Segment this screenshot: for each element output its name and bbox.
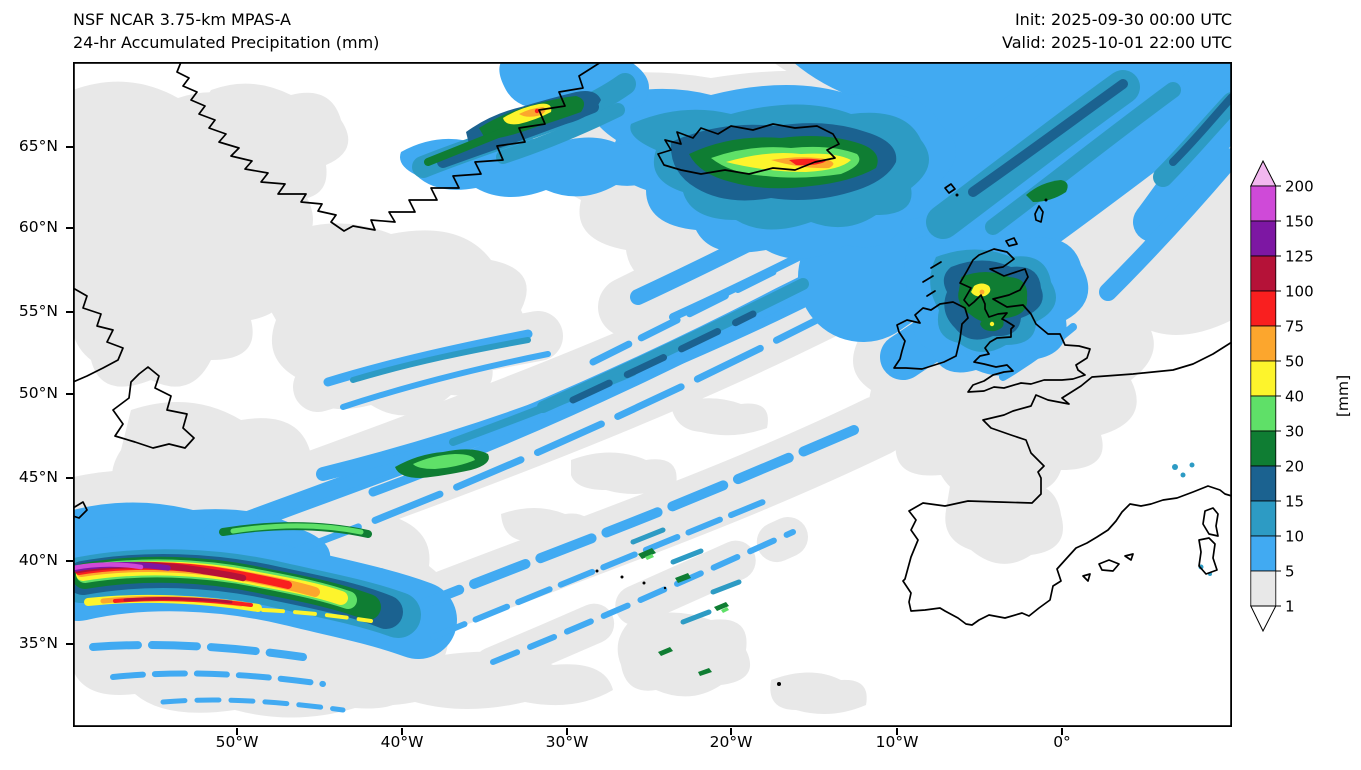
- menorca-coastline: [1124, 553, 1134, 561]
- colorbar-tick-label: 15: [1285, 493, 1304, 511]
- y-axis-label: 55°N: [18, 302, 58, 320]
- colorbar-tick-label: 1: [1285, 598, 1295, 616]
- shetland-islands: [1034, 205, 1044, 223]
- colorbar-ticks: [1275, 185, 1281, 607]
- precip-heavy-field: [73, 103, 995, 623]
- y-axis-label: 60°N: [18, 218, 58, 236]
- cape-breton-coastline: [73, 501, 88, 519]
- colorbar-tick-label: 50: [1285, 353, 1304, 371]
- colorbar-segment: [1250, 500, 1277, 537]
- greenland-coastline: [176, 62, 602, 232]
- colorbar-segment: [1250, 220, 1277, 257]
- y-tick: [66, 311, 73, 313]
- x-axis-label: 30°W: [545, 733, 589, 751]
- y-axis-label: 45°N: [18, 468, 58, 486]
- y-axis-label: 50°N: [18, 384, 58, 402]
- small-islands: [595, 193, 1048, 686]
- figure-title-block: NSF NCAR 3.75-km MPAS-A 24-hr Accumulated…: [73, 8, 379, 54]
- colorbar-segment: [1250, 395, 1277, 432]
- colorbar-over-arrow: [1250, 159, 1277, 187]
- great-britain-coastline: [959, 248, 1091, 393]
- run-time-block: Init: 2025-09-30 00:00 UTC Valid: 2025-10…: [1002, 8, 1232, 54]
- colorbar-unit-label: [mm]: [1333, 374, 1352, 418]
- newfoundland-coastline: [112, 366, 195, 449]
- y-axis-label: 35°N: [18, 634, 58, 652]
- ireland-coastline: [893, 301, 969, 370]
- init-time: Init: 2025-09-30 00:00 UTC: [1014, 10, 1232, 29]
- colorbar-segment: [1250, 255, 1277, 292]
- y-axis-label: 65°N: [18, 137, 58, 155]
- colorbar-tick-label: 20: [1285, 458, 1304, 476]
- sardinia-coastline: [1198, 537, 1218, 575]
- model-title: NSF NCAR 3.75-km MPAS-A: [73, 10, 291, 29]
- x-tick: [896, 728, 898, 735]
- y-tick: [66, 560, 73, 562]
- x-tick: [566, 728, 568, 735]
- x-axis-label: 40°W: [380, 733, 424, 751]
- colorbar-segment: [1250, 535, 1277, 572]
- continental-europe-coastline: [902, 341, 1232, 626]
- y-tick: [66, 393, 73, 395]
- colorbar-tick-label: 100: [1285, 283, 1314, 301]
- x-tick: [1061, 728, 1063, 735]
- colorbar-tick-label: 75: [1285, 318, 1304, 336]
- colorbar-segment: [1250, 325, 1277, 362]
- x-axis-label: 0°: [1053, 733, 1071, 751]
- colorbar-tick-labels: 200 150 125 100 75 50 40 30 20 15 10 5 1: [1285, 178, 1314, 616]
- y-tick: [66, 477, 73, 479]
- ibiza-coastline: [1082, 573, 1091, 582]
- x-axis-label: 10°W: [875, 733, 919, 751]
- hebrides-islands: [922, 261, 942, 297]
- colorbar-segment: [1250, 290, 1277, 327]
- mallorca-coastline: [1098, 559, 1120, 572]
- colorbar: 200 150 125 100 75 50 40 30 20 15 10 5 1: [1250, 159, 1314, 633]
- valid-time: Valid: 2025-10-01 22:00 UTC: [1001, 33, 1232, 52]
- orkney-islands: [1005, 237, 1018, 247]
- colorbar-segment: [1250, 185, 1277, 222]
- corsica-coastline: [1202, 507, 1219, 537]
- colorbar-tick-label: 40: [1285, 388, 1304, 406]
- plot-border: [73, 62, 1232, 727]
- colorbar-tick-label: 200: [1285, 178, 1314, 196]
- colorbar-segment: [1250, 570, 1277, 607]
- y-tick: [66, 146, 73, 148]
- x-axis-label: 50°W: [215, 733, 259, 751]
- map-canvas: [73, 62, 1232, 727]
- colorbar-segment: [1250, 430, 1277, 467]
- labrador-coastline: [73, 287, 124, 383]
- iceland-coastline: [657, 123, 840, 175]
- product-title: 24-hr Accumulated Precipitation (mm): [73, 33, 380, 52]
- colorbar-tick-label: 150: [1285, 213, 1314, 231]
- coastlines: [73, 62, 1232, 686]
- y-tick: [66, 227, 73, 229]
- y-axis-label: 40°N: [18, 551, 58, 569]
- colorbar-segment: [1250, 360, 1277, 397]
- x-tick: [236, 728, 238, 735]
- x-tick: [401, 728, 403, 735]
- y-tick: [66, 643, 73, 645]
- x-tick: [730, 728, 732, 735]
- colorbar-tick-label: 5: [1285, 563, 1295, 581]
- faroe-islands: [944, 183, 956, 194]
- x-axis-label: 20°W: [709, 733, 753, 751]
- colorbar-tick-label: 125: [1285, 248, 1314, 266]
- colorbar-under-arrow: [1250, 605, 1277, 633]
- colorbar-tick-label: 10: [1285, 528, 1304, 546]
- colorbar-segment: [1250, 465, 1277, 502]
- colorbar-tick-label: 30: [1285, 423, 1304, 441]
